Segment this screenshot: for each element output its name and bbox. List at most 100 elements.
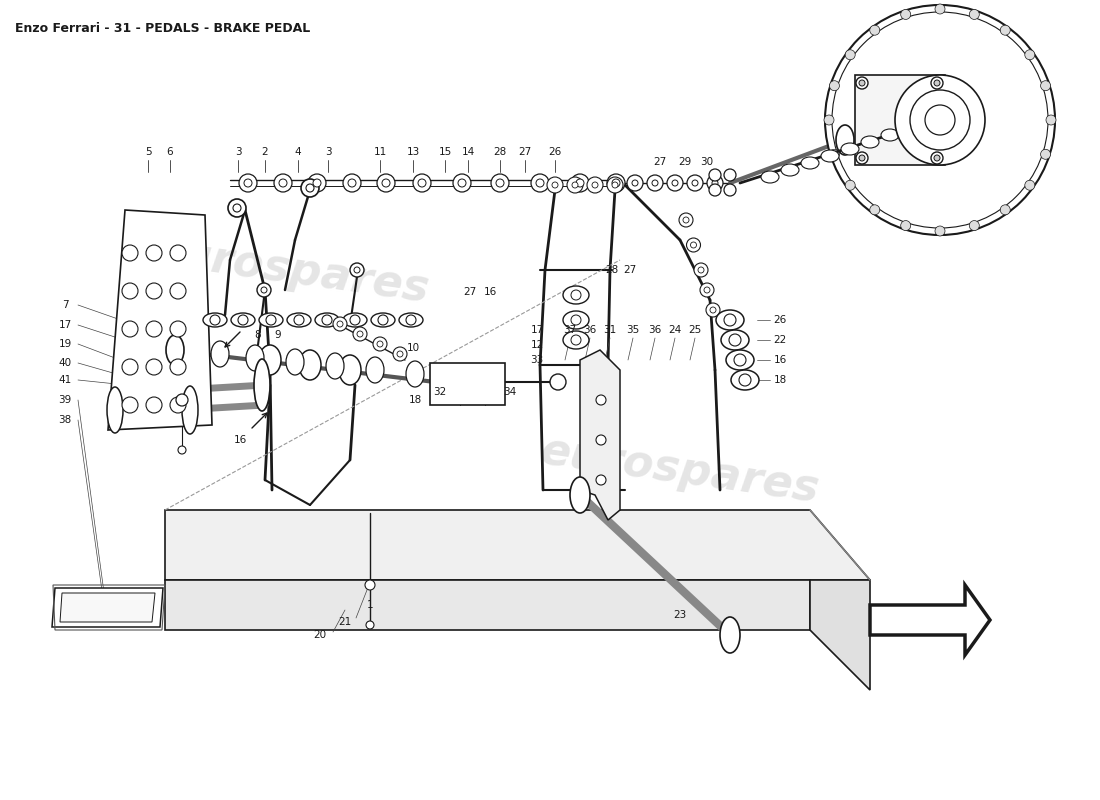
- Ellipse shape: [107, 387, 123, 433]
- Text: eurospares: eurospares: [147, 229, 432, 311]
- Circle shape: [710, 184, 720, 196]
- Ellipse shape: [258, 313, 283, 327]
- Circle shape: [935, 226, 945, 236]
- Ellipse shape: [570, 477, 590, 513]
- Circle shape: [829, 150, 839, 159]
- Circle shape: [870, 25, 880, 35]
- Circle shape: [170, 359, 186, 375]
- Ellipse shape: [246, 345, 264, 371]
- Text: 29: 29: [679, 157, 692, 167]
- Circle shape: [257, 283, 271, 297]
- Circle shape: [170, 321, 186, 337]
- Circle shape: [453, 174, 471, 192]
- Text: 40: 40: [58, 358, 72, 368]
- Text: 14: 14: [461, 147, 474, 157]
- Circle shape: [832, 12, 1048, 228]
- Ellipse shape: [563, 286, 589, 304]
- Circle shape: [691, 242, 696, 248]
- Circle shape: [686, 238, 701, 252]
- Circle shape: [710, 169, 720, 181]
- Ellipse shape: [315, 313, 339, 327]
- Circle shape: [576, 179, 584, 187]
- Circle shape: [856, 152, 868, 164]
- Circle shape: [550, 374, 566, 390]
- Circle shape: [358, 331, 363, 337]
- Circle shape: [901, 10, 911, 19]
- Circle shape: [969, 221, 979, 230]
- Circle shape: [308, 174, 326, 192]
- Circle shape: [724, 314, 736, 326]
- Text: 26: 26: [549, 147, 562, 157]
- Circle shape: [700, 283, 714, 297]
- Circle shape: [572, 182, 578, 188]
- Circle shape: [536, 179, 544, 187]
- Text: 36: 36: [583, 325, 596, 335]
- Text: 21: 21: [339, 617, 352, 627]
- Ellipse shape: [211, 341, 229, 367]
- Circle shape: [679, 213, 693, 227]
- Ellipse shape: [726, 350, 754, 370]
- Circle shape: [122, 283, 138, 299]
- Text: 25: 25: [689, 325, 702, 335]
- Circle shape: [632, 180, 638, 186]
- Circle shape: [901, 221, 911, 230]
- Text: 35: 35: [626, 325, 639, 335]
- Circle shape: [829, 81, 839, 90]
- Circle shape: [294, 315, 304, 325]
- Text: 27: 27: [518, 147, 531, 157]
- Circle shape: [739, 374, 751, 386]
- Circle shape: [566, 177, 583, 193]
- Circle shape: [314, 179, 321, 187]
- Text: 16: 16: [483, 287, 496, 297]
- Circle shape: [935, 4, 945, 14]
- Circle shape: [571, 174, 588, 192]
- Circle shape: [596, 435, 606, 445]
- Circle shape: [1041, 150, 1050, 159]
- Text: 12: 12: [530, 340, 543, 350]
- Circle shape: [343, 174, 361, 192]
- Circle shape: [239, 174, 257, 192]
- Ellipse shape: [399, 313, 424, 327]
- Ellipse shape: [720, 617, 740, 653]
- Text: 15: 15: [439, 147, 452, 157]
- Text: 37: 37: [563, 325, 576, 335]
- Circle shape: [261, 287, 267, 293]
- Text: 27: 27: [653, 157, 667, 167]
- Text: 41: 41: [58, 375, 72, 385]
- Circle shape: [647, 175, 663, 191]
- Circle shape: [910, 90, 970, 150]
- Circle shape: [377, 174, 395, 192]
- Circle shape: [1046, 115, 1056, 125]
- Text: 7: 7: [62, 300, 68, 310]
- Circle shape: [306, 184, 313, 192]
- Circle shape: [729, 334, 741, 346]
- Ellipse shape: [343, 313, 367, 327]
- Ellipse shape: [166, 335, 184, 365]
- Text: 9: 9: [275, 330, 282, 340]
- Circle shape: [274, 174, 292, 192]
- Ellipse shape: [258, 345, 280, 375]
- Ellipse shape: [286, 349, 304, 375]
- Circle shape: [146, 321, 162, 337]
- Text: 24: 24: [669, 325, 682, 335]
- Circle shape: [547, 177, 563, 193]
- Circle shape: [178, 446, 186, 454]
- Text: 3: 3: [234, 147, 241, 157]
- Polygon shape: [870, 585, 990, 655]
- Polygon shape: [108, 210, 212, 430]
- Text: 38: 38: [58, 415, 72, 425]
- Circle shape: [704, 287, 710, 293]
- Text: 27: 27: [624, 265, 637, 275]
- Ellipse shape: [821, 150, 839, 162]
- Ellipse shape: [299, 350, 321, 380]
- Circle shape: [1041, 81, 1050, 90]
- Circle shape: [373, 337, 387, 351]
- Circle shape: [353, 327, 367, 341]
- Ellipse shape: [231, 313, 255, 327]
- Text: 4: 4: [295, 147, 301, 157]
- Circle shape: [170, 283, 186, 299]
- Ellipse shape: [366, 357, 384, 383]
- Text: 28: 28: [605, 265, 618, 275]
- Circle shape: [322, 315, 332, 325]
- Circle shape: [1025, 50, 1035, 60]
